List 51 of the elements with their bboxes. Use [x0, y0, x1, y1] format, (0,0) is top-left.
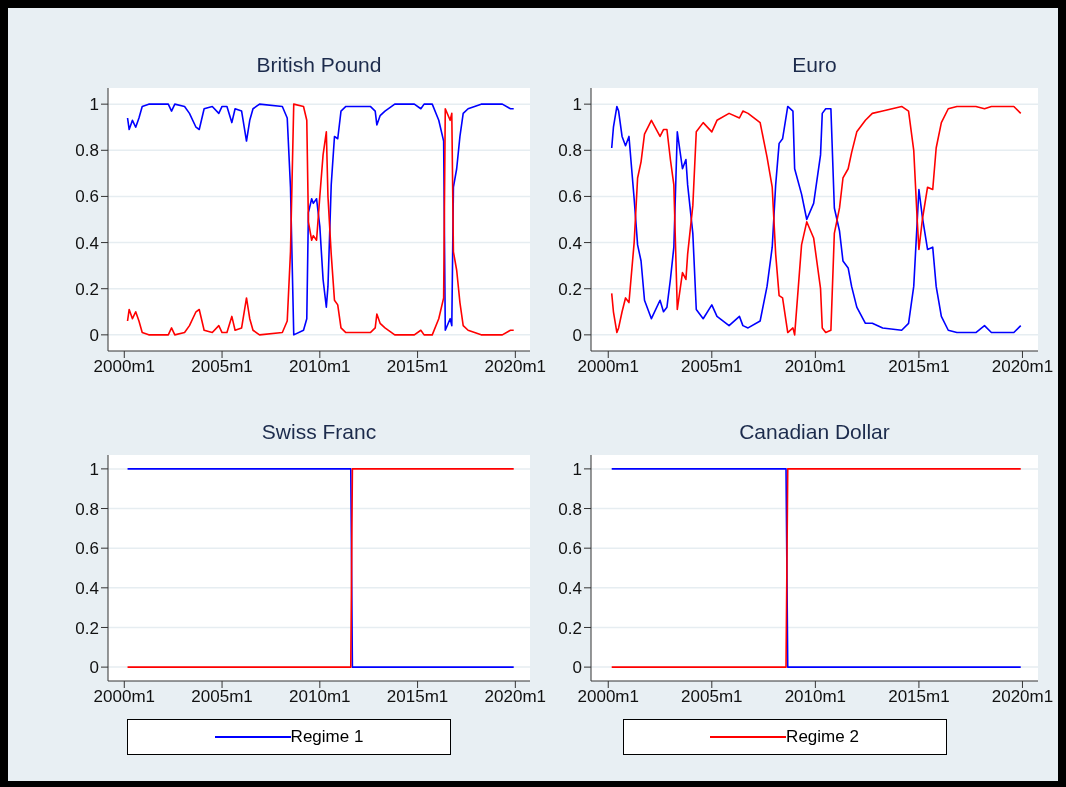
- y-tick-label: 0.8: [558, 141, 582, 161]
- y-tick-label: 1: [572, 95, 582, 115]
- line-series: [126, 103, 515, 336]
- x-tick-label: 2020m1: [484, 357, 547, 377]
- y-tick-label: 0.6: [558, 187, 582, 207]
- x-tick-label: 2005m1: [191, 687, 253, 707]
- chart-title: British Pound: [255, 53, 383, 77]
- y-tick-label: 0.8: [558, 499, 582, 519]
- x-tick-label: 2000m1: [577, 687, 639, 707]
- x-tick-label: 2015m1: [888, 687, 950, 707]
- y-tick-label: 0.4: [75, 233, 99, 253]
- x-tick-label: 2020m1: [484, 687, 547, 707]
- y-tick-label: 0.6: [75, 187, 99, 207]
- x-tick-label: 2020m1: [991, 687, 1054, 707]
- y-tick-label: 0.2: [75, 618, 99, 638]
- x-tick-label: 2000m1: [577, 357, 639, 377]
- y-tick-label: 0: [89, 325, 99, 345]
- legend-label: Regime 2: [786, 727, 859, 747]
- y-tick-label: 0: [572, 325, 582, 345]
- y-tick-label: 0.8: [75, 141, 99, 161]
- x-tick-label: 2020m1: [991, 357, 1054, 377]
- x-tick-label: 2015m1: [888, 357, 950, 377]
- x-tick-label: 2010m1: [784, 357, 847, 377]
- x-tick-label: 2000m1: [93, 357, 156, 377]
- y-tick-label: 0.4: [558, 233, 582, 253]
- x-tick-label: 2010m1: [289, 357, 351, 377]
- y-tick-label: 0.2: [558, 279, 582, 299]
- chart-title: Swiss Franc: [260, 420, 378, 444]
- x-tick-label: 2005m1: [681, 687, 743, 707]
- x-tick-label: 2015m1: [386, 357, 449, 377]
- legend-label: Regime 1: [290, 727, 364, 747]
- y-tick-label: 0: [572, 658, 582, 678]
- y-tick-label: 1: [572, 459, 582, 479]
- y-tick-label: 0: [89, 658, 99, 678]
- y-tick-label: 0.2: [558, 618, 582, 638]
- y-tick-label: 1: [89, 95, 99, 115]
- y-tick-label: 0.4: [75, 578, 99, 598]
- y-tick-label: 0.4: [558, 578, 582, 598]
- y-tick-label: 0.2: [75, 279, 99, 299]
- x-tick-label: 2015m1: [386, 687, 449, 707]
- x-tick-label: 2000m1: [93, 687, 156, 707]
- x-tick-label: 2005m1: [681, 357, 743, 377]
- x-tick-label: 2010m1: [289, 687, 351, 707]
- chart-title: Canadian Dollar: [738, 420, 891, 444]
- x-tick-label: 2005m1: [191, 357, 253, 377]
- chart-title: Euro: [791, 53, 838, 77]
- y-tick-label: 0.6: [558, 539, 582, 559]
- y-tick-label: 1: [89, 459, 99, 479]
- x-tick-label: 2010m1: [784, 687, 847, 707]
- y-tick-label: 0.8: [75, 499, 99, 519]
- y-tick-label: 0.6: [75, 539, 99, 559]
